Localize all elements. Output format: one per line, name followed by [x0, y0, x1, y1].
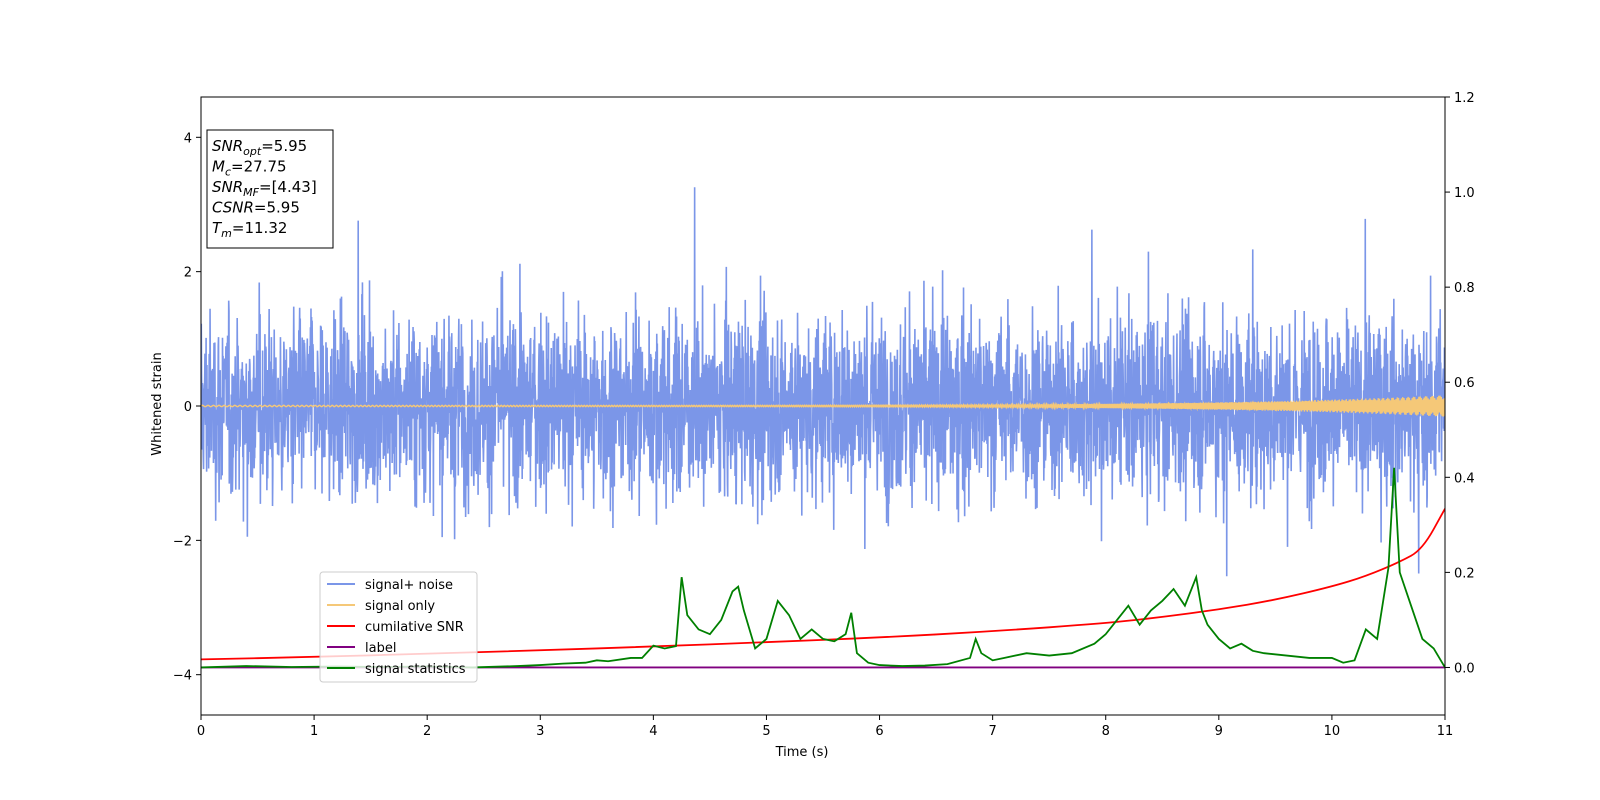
series-line-signal-noise: [201, 187, 1445, 577]
x-tick-label: 6: [875, 724, 883, 739]
annotation-value: =5.95: [261, 137, 307, 155]
legend-entry: label: [365, 641, 396, 656]
x-tick-label: 0: [197, 724, 205, 739]
legend-entry: cumilative SNR: [365, 620, 464, 635]
x-tick-label: 8: [1102, 724, 1110, 739]
y2-tick-label: 1.2: [1454, 91, 1475, 106]
y2-tick-label: 0.6: [1454, 376, 1475, 391]
annotation-value: =5.95: [254, 199, 300, 217]
series-line-signal-statistics: [201, 467, 1445, 669]
x-tick-label: 10: [1324, 724, 1341, 739]
series-line-signal-only: [201, 395, 1445, 417]
annotation-symbol: SNR: [212, 137, 243, 155]
y2-tick-label: 0.8: [1454, 281, 1475, 296]
y-tick-label: 0: [184, 400, 192, 415]
x-tick-label: 3: [536, 724, 544, 739]
annotation-subscript: opt: [243, 145, 262, 158]
annotation-subscript: m: [221, 227, 232, 240]
annotation-symbol: SNR: [212, 178, 243, 196]
annotation-value: =11.32: [232, 219, 288, 237]
annotation-symbol: M: [212, 158, 225, 176]
annotation-line: SNRopt=5.95: [212, 137, 307, 158]
x-tick-label: 1: [310, 724, 318, 739]
legend-entry: signal only: [365, 599, 435, 614]
annotation-symbol: CSNR: [212, 199, 254, 217]
y2-tick-label: 0.2: [1454, 566, 1475, 581]
y2-tick-label: 0.4: [1454, 471, 1475, 486]
legend-entry: signal statistics: [365, 662, 466, 677]
annotation-frame: [206, 129, 334, 249]
x-tick-label: 4: [649, 724, 657, 739]
annotation-line: Tm=11.32: [212, 219, 287, 240]
y2-tick-label: 1.0: [1454, 186, 1475, 201]
y-tick-label: −4: [173, 669, 192, 684]
annotation-box: SNRopt=5.95Mc=27.75SNRMF=[4.43]CSNR=5.95…: [206, 129, 334, 249]
legend-frame: [319, 571, 478, 683]
y-axis-label: Whitened strain: [150, 352, 165, 455]
annotation-value: =[4.43]: [259, 178, 317, 196]
annotation-subscript: c: [225, 166, 231, 179]
y-tick-label: 2: [184, 266, 192, 281]
annotation-line: CSNR=5.95: [212, 199, 300, 217]
x-axis-label: Time (s): [775, 745, 829, 760]
annotation-symbol: T: [212, 219, 223, 237]
y2-tick-label: 0.0: [1454, 661, 1475, 676]
annotation-line: Mc=27.75: [212, 158, 287, 179]
x-tick-label: 7: [988, 724, 996, 739]
legend-entry: signal+ noise: [365, 578, 453, 593]
annotation-value: =27.75: [231, 158, 287, 176]
y-tick-label: 4: [184, 131, 192, 146]
y-tick-label: −2: [173, 534, 192, 549]
axes: 0 1 2 3 4 5 6 7 8 9 10 11 −4 −2 0 2 4 0.0 0.2 0.4 0.6 0.8 1.0 1…: [173, 91, 1475, 739]
annotation-line: SNRMF=[4.43]: [212, 178, 317, 199]
annotation-subscript: MF: [243, 186, 259, 199]
x-tick-label: 9: [1215, 724, 1223, 739]
legend: signal+ noise signal only cumilative SNR la…: [319, 571, 478, 683]
x-tick-label: 11: [1437, 724, 1454, 739]
x-tick-label: 5: [762, 724, 770, 739]
x-tick-label: 2: [423, 724, 431, 739]
